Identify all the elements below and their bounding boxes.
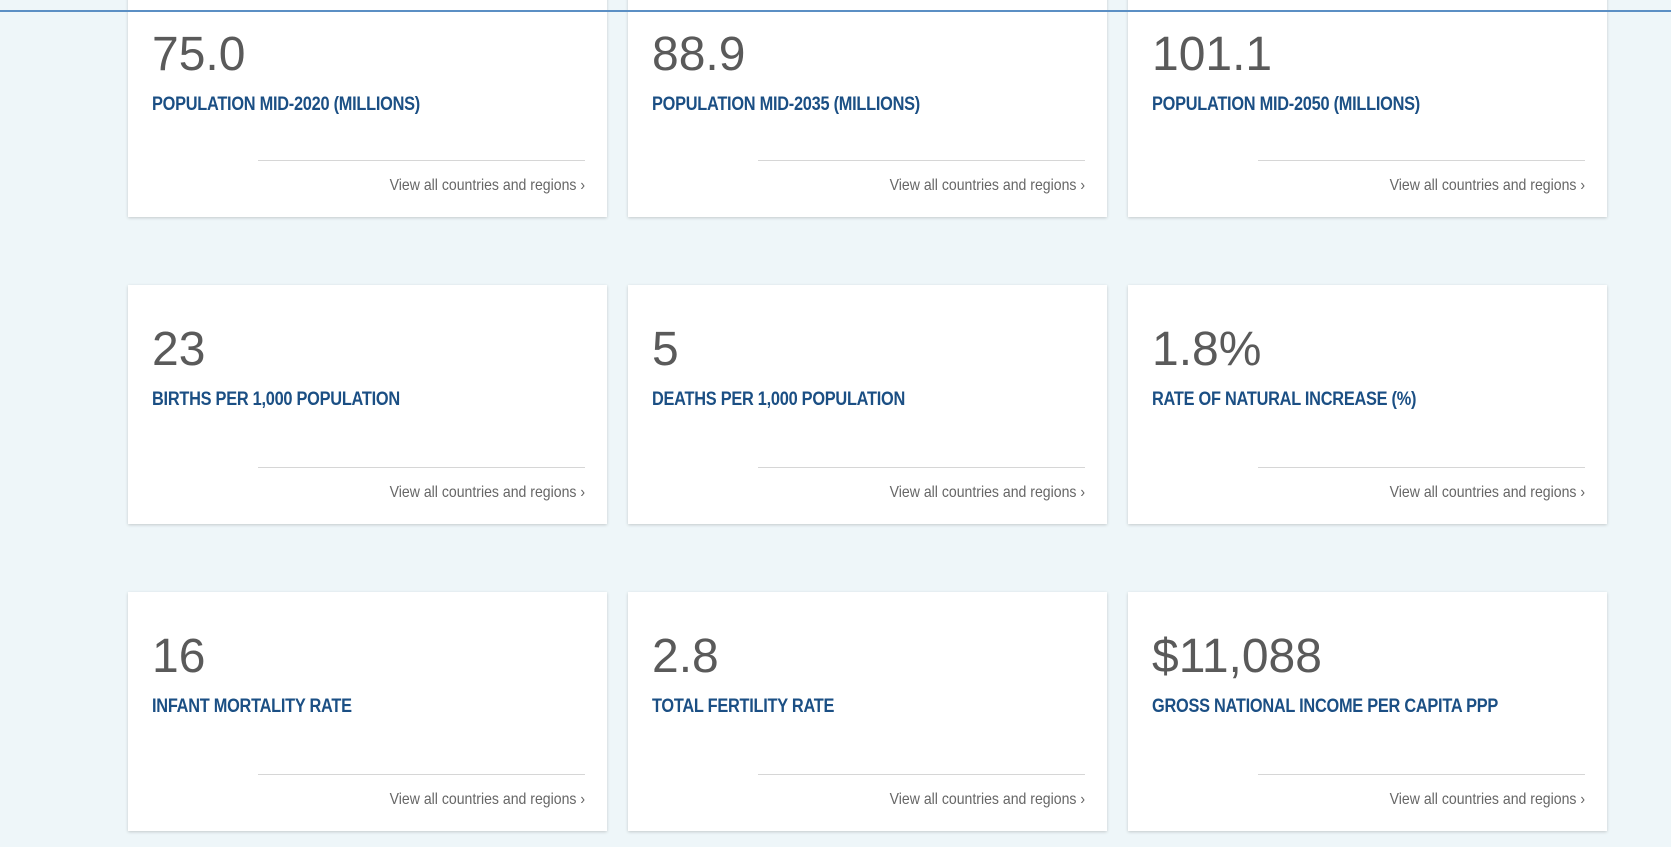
divider [1258, 160, 1585, 161]
divider [758, 160, 1085, 161]
stat-value: 1.8% [1152, 323, 1262, 376]
stat-label: POPULATION MID-2020 (MILLIONS) [152, 94, 420, 115]
divider [258, 467, 585, 468]
stat-card: 16 INFANT MORTALITY RATE View all countrie… [128, 592, 607, 831]
divider [258, 160, 585, 161]
stat-value: 16 [152, 630, 206, 683]
divider [1258, 774, 1585, 775]
stat-value: 23 [152, 323, 206, 376]
divider [258, 774, 585, 775]
stat-label: DEATHS PER 1,000 POPULATION [652, 389, 906, 410]
view-all-link[interactable]: View all countries and regions › [389, 791, 585, 808]
view-all-link[interactable]: View all countries and regions › [889, 791, 1085, 808]
view-all-link[interactable]: View all countries and regions › [1389, 484, 1585, 501]
stat-card: 75.0 POPULATION MID-2020 (MILLIONS) View a… [128, 0, 607, 217]
view-all-link[interactable]: View all countries and regions › [889, 177, 1085, 194]
stat-card: 101.1 POPULATION MID-2050 (MILLIONS) View … [1128, 0, 1607, 217]
divider [758, 774, 1085, 775]
stat-card: 5 DEATHS PER 1,000 POPULATION View all cou… [628, 285, 1107, 524]
stat-value: 88.9 [652, 28, 746, 81]
view-all-link[interactable]: View all countries and regions › [1389, 177, 1585, 194]
stat-value: 2.8 [652, 630, 719, 683]
top-border [0, 10, 1671, 12]
stat-label: POPULATION MID-2035 (MILLIONS) [652, 94, 920, 115]
stat-label: GROSS NATIONAL INCOME PER CAPITA PPP [1152, 696, 1498, 717]
view-all-link[interactable]: View all countries and regions › [389, 177, 585, 194]
stat-label: BIRTHS PER 1,000 POPULATION [152, 389, 400, 410]
divider [758, 467, 1085, 468]
stat-card: 88.9 POPULATION MID-2035 (MILLIONS) View a… [628, 0, 1107, 217]
divider [1258, 467, 1585, 468]
view-all-link[interactable]: View all countries and regions › [1389, 791, 1585, 808]
stat-value: $11,088 [1152, 630, 1322, 683]
stat-card: $11,088 GROSS NATIONAL INCOME PER CAPITA … [1128, 592, 1607, 831]
view-all-link[interactable]: View all countries and regions › [889, 484, 1085, 501]
stat-card: 2.8 TOTAL FERTILITY RATE View all countrie… [628, 592, 1107, 831]
stat-label: POPULATION MID-2050 (MILLIONS) [1152, 94, 1420, 115]
stat-value: 5 [652, 323, 679, 376]
stat-value: 75.0 [152, 28, 246, 81]
stat-card: 23 BIRTHS PER 1,000 POPULATION View all co… [128, 285, 607, 524]
stat-label: TOTAL FERTILITY RATE [652, 696, 835, 717]
stat-value: 101.1 [1152, 28, 1273, 81]
stat-label: INFANT MORTALITY RATE [152, 696, 352, 717]
view-all-link[interactable]: View all countries and regions › [389, 484, 585, 501]
stat-card: 1.8% RATE OF NATURAL INCREASE (%) View all… [1128, 285, 1607, 524]
stat-label: RATE OF NATURAL INCREASE (%) [1152, 389, 1417, 410]
